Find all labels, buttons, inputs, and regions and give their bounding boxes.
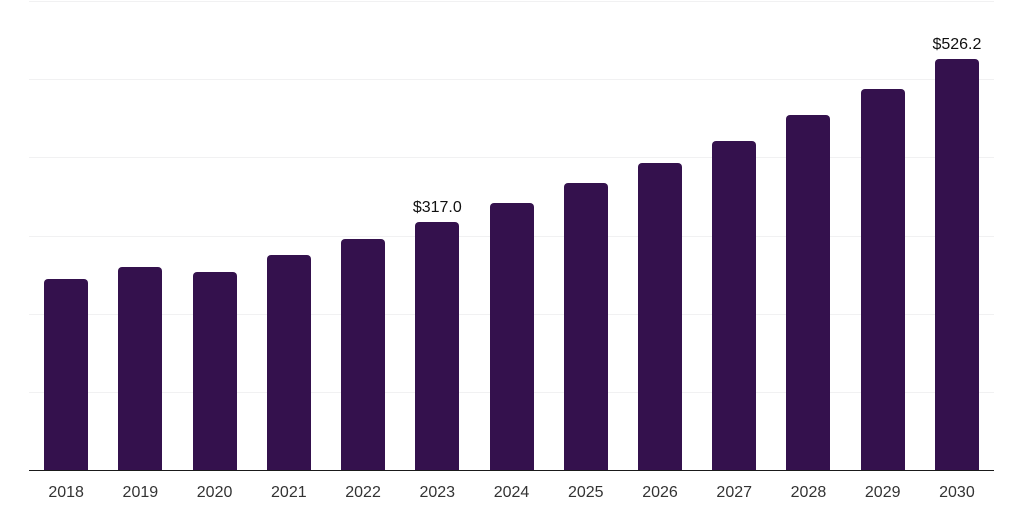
bars: $317.0 $526.2 xyxy=(29,1,994,470)
x-tick-label-2027: 2027 xyxy=(716,484,753,501)
x-tick-label-2029: 2029 xyxy=(864,484,901,501)
bar-2023 xyxy=(415,222,460,470)
bar-column-2026 xyxy=(623,1,697,470)
x-tick-label-2018: 2018 xyxy=(48,484,84,501)
bar-column-2024 xyxy=(474,1,548,470)
bar-column-2028 xyxy=(771,1,845,470)
gridline-y600 xyxy=(29,1,994,2)
bar-column-2030: $526.2 xyxy=(920,1,994,470)
bar-column-2025 xyxy=(549,1,623,470)
bar-2027 xyxy=(712,140,757,470)
x-tick-label-2026: 2026 xyxy=(642,484,678,501)
bar-2028 xyxy=(786,115,831,470)
bar-column-2029 xyxy=(846,1,920,470)
bar-column-2020 xyxy=(177,1,251,470)
x-tick-label-2025: 2025 xyxy=(567,484,604,501)
bar-column-2023: $317.0 xyxy=(400,1,474,470)
bar-2024 xyxy=(489,203,534,470)
x-tick-label-2019: 2019 xyxy=(122,484,159,501)
bar-column-2018 xyxy=(29,1,103,470)
x-tick-label-2022: 2022 xyxy=(345,484,381,501)
bar-2026 xyxy=(637,162,682,470)
x-axis-labels: 2018 2019 2020 2021 2022 2023 2024 2025 2026 2027… xyxy=(29,484,994,502)
bar-2029 xyxy=(860,88,905,470)
gridline-y500 xyxy=(29,79,994,81)
bar-column-2027 xyxy=(697,1,771,470)
bar-2019 xyxy=(118,266,163,470)
bar-column-2019 xyxy=(103,1,177,470)
gridline-y400 xyxy=(29,157,994,159)
x-tick-label-2024: 2024 xyxy=(493,484,530,501)
bar-2020 xyxy=(192,272,237,470)
x-tick-label-2030: 2030 xyxy=(939,484,975,501)
bar-2018 xyxy=(44,279,89,470)
x-tick-label-2021: 2021 xyxy=(271,484,307,501)
bar-2030 xyxy=(934,58,979,470)
bar-column-2021 xyxy=(252,1,326,470)
bar-2025 xyxy=(563,183,608,470)
bar-2022 xyxy=(341,239,386,470)
bar-value-label-2023: $317.0 xyxy=(412,199,462,217)
bar-value-label-2030: $526.2 xyxy=(932,35,982,53)
x-tick-label-2028: 2028 xyxy=(790,484,827,501)
x-tick-label-2023: 2023 xyxy=(419,484,456,501)
x-tick-label-2020: 2020 xyxy=(196,484,233,501)
bar-2021 xyxy=(266,255,311,470)
bar-column-2022 xyxy=(326,1,400,470)
plot-area: $317.0 $526.2 xyxy=(29,1,994,471)
